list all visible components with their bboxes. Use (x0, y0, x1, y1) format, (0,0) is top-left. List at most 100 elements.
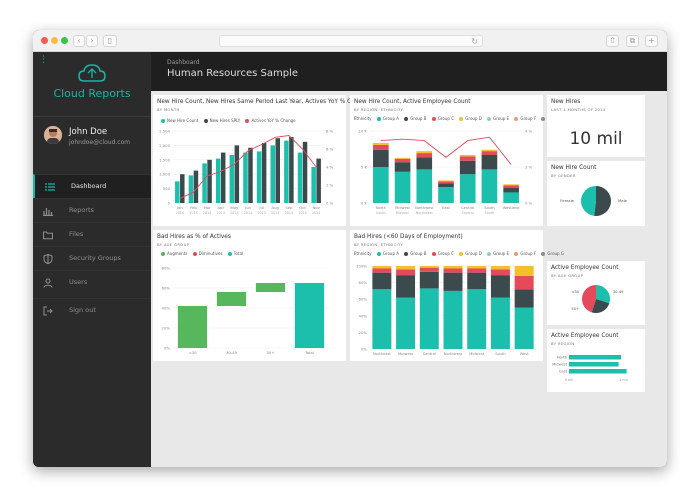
address-bar[interactable]: ↻ (219, 35, 483, 47)
close-window-button[interactable] (41, 37, 48, 44)
stacked-bar-segment (443, 272, 463, 291)
folder-icon (43, 231, 53, 240)
cloud-logo-icon (78, 64, 106, 82)
x-tick-label: 2014 (298, 211, 306, 215)
x-tick-label: 2014 (312, 211, 320, 215)
y-tick-label: 80% (162, 266, 171, 271)
chart-active-region-bars: North Midwest East 0 mil 1 mil (552, 355, 628, 382)
share-icon[interactable]: ⇧ (606, 35, 619, 47)
chart-new-hire-by-region: 0 K5 K10 K0 %2 %4 %NorthSouthMidwestMiss… (358, 129, 533, 216)
sidebar-item-label: Reports (69, 206, 94, 214)
tile-bad-hires-by-region[interactable]: Bad Hires (<60 Days of Employment) BY RE… (350, 230, 564, 361)
tile-new-hire-gender[interactable]: New Hire Count BY GENDER Female Male (547, 161, 645, 226)
stacked-bar-segment (373, 149, 389, 167)
stacked-bar-segment (443, 290, 463, 349)
x-tick-label: 30-49 (226, 350, 238, 355)
legend-item: Group F (520, 251, 537, 256)
y2-tick-label: 0 % (525, 201, 533, 206)
stacked-bar-segment (416, 151, 433, 154)
user-icon (43, 278, 53, 288)
chart-legend: New Hire Count New Hires SPLY Actives Yo… (157, 118, 296, 123)
waterfall-bar (294, 283, 325, 348)
kebab-menu-icon[interactable]: ⋮ (39, 55, 48, 65)
reload-icon[interactable]: ↻ (471, 37, 478, 46)
chevron-left-icon[interactable]: ‹ (73, 35, 85, 47)
list-icon (45, 183, 55, 191)
pie-slice (596, 285, 610, 304)
chart-legend: Ethnicity Group A Group B Group C Group … (354, 116, 564, 121)
bar-new-hire-count (270, 145, 275, 203)
stacked-bar-segment (438, 183, 454, 188)
bar-chart-icon (43, 208, 53, 216)
stacked-bar-segment (481, 149, 498, 152)
stacked-bar-segment (467, 289, 487, 349)
pie-label: Male (618, 198, 628, 203)
y2-tick-label: 4 % (326, 165, 334, 170)
tile-new-hires-total[interactable]: New Hires LAST 4 MONTHS OF 2014 10 mil (547, 95, 645, 157)
y2-tick-label: 0 % (326, 201, 334, 206)
tabs-icon[interactable]: ⧉ (626, 35, 639, 47)
x-tick-label: 2014 (203, 211, 211, 215)
x-tick-label: Northwest (415, 206, 434, 210)
stacked-bar-segment (467, 266, 487, 269)
chart-legend: Augments Diminutives Total (157, 251, 243, 256)
legend-item: New Hire Count (167, 118, 199, 123)
stacked-bar-segment (490, 275, 510, 298)
tile-subtitle: BY GENDER (551, 173, 576, 178)
bar-new-hire-count (215, 158, 221, 203)
sidebar-item-label: Users (69, 278, 88, 286)
x-tick-label: 2014 (230, 211, 238, 215)
x-tick-label: Central (462, 211, 474, 215)
stacked-bar-segment (438, 187, 454, 203)
legend-item: Group E (493, 251, 510, 256)
x-tick-label: Central (461, 206, 474, 210)
chevron-right-icon[interactable]: › (86, 35, 98, 47)
sidebar-item-files[interactable]: Files (33, 222, 151, 246)
sidebar-toggle-icon[interactable]: ▯ (103, 35, 117, 47)
x-tick-label: Northwest (416, 211, 434, 215)
sidebar-item-users[interactable]: Users (33, 270, 151, 294)
maximize-window-button[interactable] (61, 37, 68, 44)
stacked-bar-segment (373, 167, 389, 203)
y-tick-label: 1,500 (159, 157, 170, 162)
pie-label: <30 (571, 290, 579, 294)
bar-new-hire-count (284, 140, 289, 203)
shield-icon (43, 254, 53, 264)
y2-tick-label: 2 % (525, 165, 533, 170)
breadcrumb[interactable]: Dashboard (167, 59, 200, 66)
x-tick-label: <30 (188, 350, 197, 355)
y-tick-label: 2,500 (159, 129, 170, 134)
sidebar-nav: Dashboard Reports Files Security Groups … (33, 174, 151, 322)
x-tick-label: Mar (204, 205, 212, 210)
y2-tick-label: 4 % (525, 129, 533, 134)
tile-bad-hires-pct[interactable]: Bad Hires as % of Actives BY AGE GROUP A… (153, 230, 346, 361)
x-tick-label: North (376, 206, 386, 210)
user-profile[interactable]: John Doe johndoe@cloud.com (33, 116, 151, 164)
x-tick-label: 2014 (285, 211, 293, 215)
page-title: Human Resources Sample (167, 68, 298, 79)
sidebar-item-sign-out[interactable]: Sign out (33, 298, 151, 322)
tile-new-hire-by-month[interactable]: New Hire Count, New Hires Same Period La… (153, 95, 369, 226)
y-tick-label: 100% (356, 264, 367, 269)
sidebar-item-reports[interactable]: Reports (33, 198, 151, 222)
x-tick-label: Nov (312, 205, 320, 210)
tile-active-region[interactable]: Active Employee Count BY REGION North Mid… (547, 329, 645, 392)
sidebar-item-dashboard[interactable]: Dashboard (33, 174, 151, 198)
new-tab-icon[interactable]: + (645, 35, 658, 47)
stacked-bar-segment (514, 275, 534, 290)
minimize-window-button[interactable] (51, 37, 58, 44)
sidebar: ⋮ Cloud Reports John Doe johndoe@cloud.c… (33, 52, 151, 467)
tile-active-age-group[interactable]: Active Employee Count BY AGE GROUP <30 30… (547, 261, 645, 325)
sidebar-brand: ⋮ Cloud Reports (33, 52, 151, 116)
y-tick-label: 60% (359, 297, 368, 302)
tile-new-hire-by-region[interactable]: New Hire Count, Active Employee Count BY… (350, 95, 564, 226)
stacked-bar-segment (481, 169, 498, 203)
stacked-bar-segment (419, 266, 439, 268)
x-tick-label: Northeast (373, 352, 391, 356)
bar-new-hires-sply (248, 147, 253, 203)
pie-slice (582, 285, 596, 313)
legend-item: Group C (437, 116, 455, 121)
sidebar-item-security-groups[interactable]: Security Groups (33, 246, 151, 270)
stacked-bar-segment (416, 153, 433, 158)
bar-new-hire-count (256, 151, 262, 203)
